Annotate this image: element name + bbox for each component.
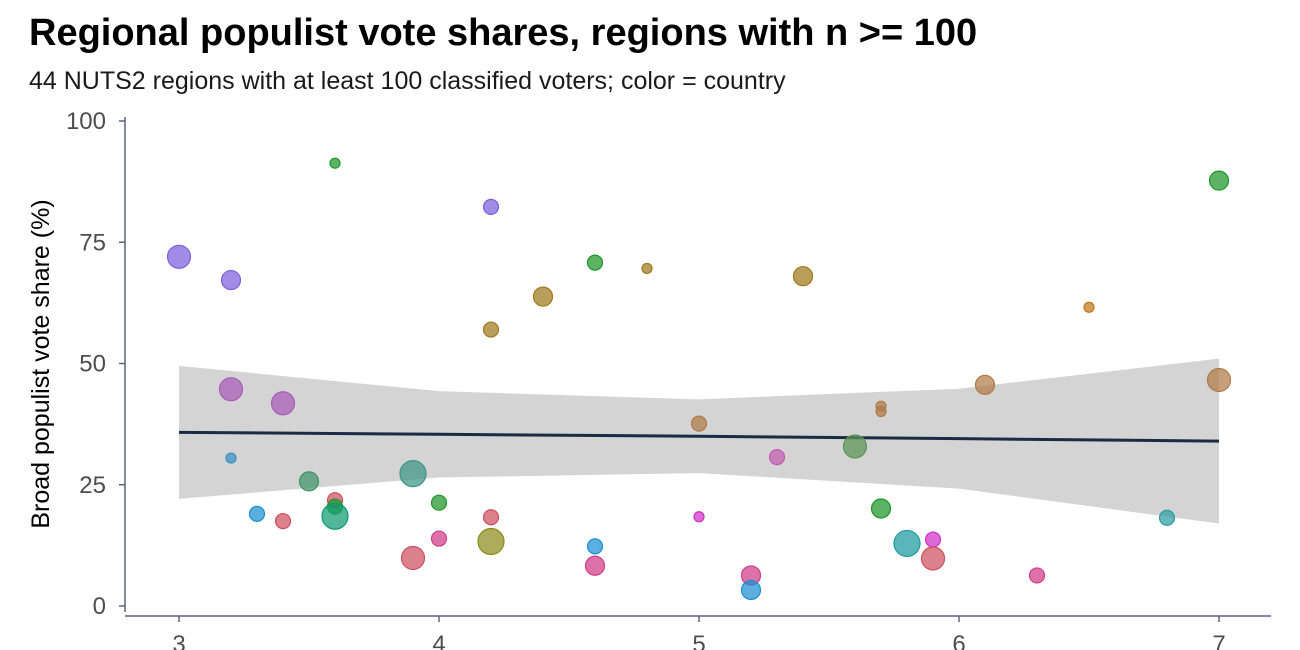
- x-tick-label: 3: [172, 631, 185, 650]
- data-point: [1206, 367, 1232, 393]
- axes: [124, 117, 1271, 617]
- data-point: [641, 262, 653, 275]
- data-point: [842, 434, 868, 459]
- data-point: [532, 286, 554, 307]
- data-point: [430, 494, 448, 511]
- data-point: [482, 198, 500, 215]
- data-point: [225, 452, 237, 464]
- data-point: [920, 546, 946, 571]
- data-point: [477, 527, 505, 556]
- x-tick-label: 4: [432, 631, 445, 650]
- data-point: [1158, 509, 1176, 526]
- data-point: [586, 254, 604, 271]
- data-point: [875, 405, 887, 418]
- data-point: [1208, 170, 1230, 191]
- data-point: [1083, 301, 1095, 313]
- data-point: [792, 266, 814, 287]
- data-point: [974, 374, 996, 395]
- data-point: [870, 498, 892, 519]
- y-tick-label: 25: [79, 472, 106, 499]
- y-tick-label: 0: [93, 593, 106, 620]
- y-tick-label: 100: [66, 108, 106, 135]
- data-point: [924, 531, 942, 548]
- data-point: [400, 545, 426, 571]
- data-point: [586, 538, 604, 555]
- data-point: [270, 391, 296, 416]
- data-point: [893, 529, 921, 558]
- data-point: [218, 377, 244, 402]
- data-point: [298, 471, 320, 492]
- y-tick-label: 75: [79, 229, 106, 256]
- data-point: [482, 509, 500, 526]
- data-point: [482, 321, 500, 338]
- data-point: [166, 244, 192, 269]
- data-point: [430, 530, 448, 547]
- data-point: [248, 505, 266, 522]
- data-point: [1028, 567, 1046, 584]
- y-axis-title: Broad populist vote share (%): [27, 199, 55, 528]
- x-tick-label: 6: [952, 631, 965, 650]
- data-point: [274, 513, 292, 530]
- fit-line: [178, 430, 1220, 443]
- data-point: [768, 449, 786, 466]
- x-tick-label: 7: [1212, 631, 1225, 650]
- chart-subtitle: 44 NUTS2 regions with at least 100 class…: [29, 67, 786, 95]
- confidence-band-layer: [179, 358, 1219, 524]
- x-tick-label: 5: [692, 631, 705, 650]
- data-points: [166, 157, 1232, 601]
- data-point: [690, 415, 708, 432]
- data-point: [693, 511, 705, 523]
- data-point: [321, 502, 349, 530]
- confidence-band: [179, 358, 1219, 524]
- chart-title: Regional populist vote shares, regions w…: [29, 12, 978, 54]
- data-point: [584, 555, 606, 576]
- tick-labels: 0 25 50 75 100 3 4 5 6 7: [66, 108, 1226, 650]
- data-point: [399, 459, 427, 488]
- data-point: [329, 157, 341, 169]
- data-point: [740, 579, 762, 601]
- data-point: [220, 269, 242, 291]
- y-tick-label: 50: [79, 351, 106, 378]
- fit-line-layer: [178, 430, 1220, 443]
